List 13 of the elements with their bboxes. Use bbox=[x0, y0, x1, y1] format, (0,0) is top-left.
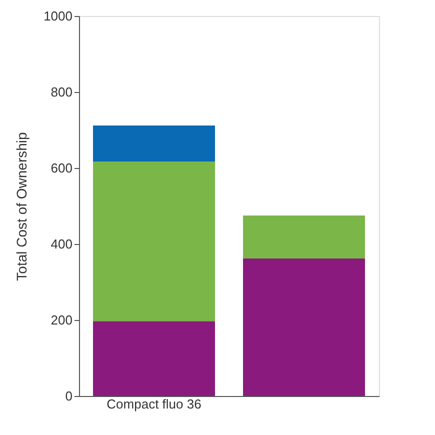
y-tick-label: 200 bbox=[50, 312, 72, 328]
bar bbox=[93, 321, 215, 396]
y-tick-label: 600 bbox=[50, 160, 72, 176]
bar bbox=[93, 125, 215, 162]
y-tick-label: 400 bbox=[50, 236, 72, 252]
bar bbox=[243, 216, 365, 258]
y-tick-label: 0 bbox=[65, 388, 72, 404]
y-tick-label: 800 bbox=[50, 84, 72, 100]
x-tick-label: Compact fluo 36 bbox=[106, 396, 202, 412]
y-axis-title: Total Cost of Ownership bbox=[14, 132, 30, 281]
bar bbox=[93, 162, 215, 322]
bar bbox=[243, 258, 365, 396]
y-tick-label: 1000 bbox=[44, 8, 72, 24]
